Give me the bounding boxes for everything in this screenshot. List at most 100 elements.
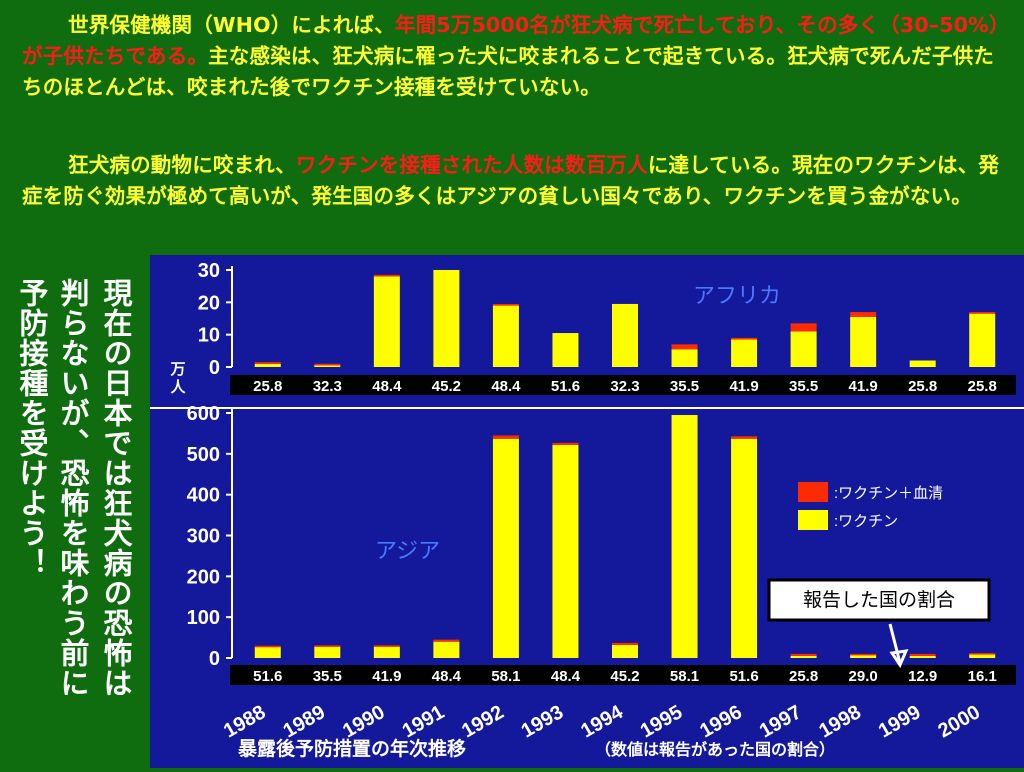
bar-vaccine [790,655,817,658]
report-rate-label: 51.6 [729,668,758,685]
report-rate-label: 32.3 [610,378,639,395]
report-rate-label: 41.9 [372,668,401,685]
pep-trend-chart: 0 10 20 30 万人 アフリカ 25.8 32.3 48.4 45.2 48.4 51.6 32.… [150,260,1024,760]
bar-vaccine-serum [433,639,460,642]
bar-vaccine-serum [731,436,758,439]
bar-vaccine-serum [671,344,698,350]
bar-vaccine-serum [492,303,519,306]
bar-vaccine-serum [731,337,758,340]
bar-vaccine [254,646,281,658]
paragraph-who-statistics: 世界保健機関（WHO）によれば、年間5万5000名が狂犬病で死亡しており、その多… [22,10,1012,103]
bar-vaccine-serum [314,363,341,366]
bar-vaccine [612,644,638,658]
callout-box [767,578,991,622]
bar-vaccine-serum [790,323,817,332]
legend-swatch [798,482,828,502]
paragraph2-seg1: 狂犬病の動物に咬まれ、 [68,153,296,177]
bar-vaccine [314,365,341,367]
y-tick-label: 500 [187,444,220,466]
report-rate-label: 16.1 [968,668,997,685]
legend-label: :ワクチン＋血清 [834,485,943,502]
bar-vaccine [492,438,519,658]
y-axis-label-char: 万 [169,361,185,378]
bar-vaccine [433,270,460,367]
bar-vaccine [552,444,579,658]
bar-vaccine [373,276,400,367]
bar-vaccine-serum [314,645,341,647]
report-rate-label: 58.1 [491,668,520,685]
report-rate-label: 35.5 [789,378,818,395]
report-rate-strip [230,375,1016,395]
vertical-text-line3: 予防接種を受けよう！ [15,278,49,578]
bar-vaccine [850,654,877,658]
y-tick-label: 10 [198,325,220,347]
report-rate-label: 48.4 [432,668,462,685]
y-tick-label: 30 [198,260,220,282]
report-rate-label: 12.9 [908,668,937,685]
report-rate-label: 35.5 [313,668,342,685]
x-tick-label: 1996 [696,701,746,742]
bar-vaccine [850,316,877,367]
bar-vaccine [969,653,996,658]
bar-vaccine [612,303,638,367]
bar-vaccine [969,313,996,367]
report-rate-label: 45.2 [432,378,461,395]
report-rate-label: 25.8 [968,378,997,395]
report-rate-label: 41.9 [849,378,878,395]
callout-text: 報告した国の割合 [803,589,955,611]
report-rate-label: 35.5 [670,378,699,395]
y-tick-label: 100 [187,607,220,629]
bar-vaccine [909,655,936,658]
bar-vaccine-serum [969,653,996,655]
chart-title-note: （数値は報告があった国の割合） [595,740,835,759]
bar-vaccine [731,339,758,367]
report-rate-label: 51.6 [551,378,580,395]
paragraph-vaccination: 狂犬病の動物に咬まれ、ワクチンを接種された人数は数百万人に達している。現在のワク… [22,150,1012,212]
bar-vaccine-serum [373,274,400,277]
bar-vaccine [909,360,936,367]
x-tick-label: 2000 [934,701,984,742]
y-tick-label: 20 [198,292,220,314]
bar-vaccine-serum [492,435,519,439]
y-tick-label: 400 [187,485,220,507]
report-rate-label: 48.4 [551,668,581,685]
report-rate-label: 58.1 [670,668,699,685]
vertical-text-line2: 判らないが、恐怖を味わう前に [56,278,90,698]
x-tick-label: 1997 [756,701,806,742]
chart-panel: 0 10 20 30 万人 アフリカ 25.8 32.3 48.4 45.2 48.4 51.6 32.… [150,255,1024,768]
bar-vaccine [731,438,758,658]
region-label: アフリカ [693,283,781,308]
bar-vaccine [314,646,341,658]
bar-vaccine [671,349,698,367]
bar-vaccine [790,331,817,367]
bar-vaccine-serum [850,312,877,317]
y-tick-label: 300 [187,526,220,548]
report-rate-label: 41.9 [729,378,758,395]
vertical-text-line1: 現在の日本では狂犬病の恐怖は [99,278,133,698]
x-tick-label: 1995 [637,701,687,742]
bar-vaccine-serum [850,653,877,656]
report-rate-label: 45.2 [610,668,639,685]
x-tick-label: 1999 [875,701,925,742]
bar-vaccine-serum [612,642,638,645]
report-rate-label: 29.0 [849,668,878,685]
bar-vaccine-serum [790,653,817,656]
paragraph2-seg3: に達している。現在のワクチンは、発症を防ぐ効果が極めて高いが、発生国の多くはアジ… [22,153,1000,208]
x-tick-label: 1990 [339,701,389,742]
y-tick-label: 0 [209,648,220,670]
bar-vaccine-serum [254,645,281,648]
x-tick-label: 1993 [518,701,568,742]
x-tick-label: 1998 [815,701,865,742]
report-rate-strip [230,665,1016,685]
bar-vaccine [254,363,281,367]
y-tick-label: 200 [187,566,220,588]
x-tick-label: 1988 [220,701,270,742]
x-tick-label: 1994 [577,701,627,743]
callout-arrow [888,623,902,664]
paragraph1-highlight: 年間5万5000名が狂犬病で死亡しており、その多く（30–50%）が子供たちであ… [22,13,1010,68]
bar-vaccine-serum [254,362,281,364]
paragraph1-seg1: 世界保健機関（WHO）によれば、 [68,13,395,37]
paragraph1-seg3: 主な感染は、狂犬病に罹った犬に咬まれることで起きている。狂犬病で死んだ子供たちの… [22,44,995,99]
x-tick-label: 1992 [458,701,508,742]
bar-vaccine-serum [552,442,579,445]
